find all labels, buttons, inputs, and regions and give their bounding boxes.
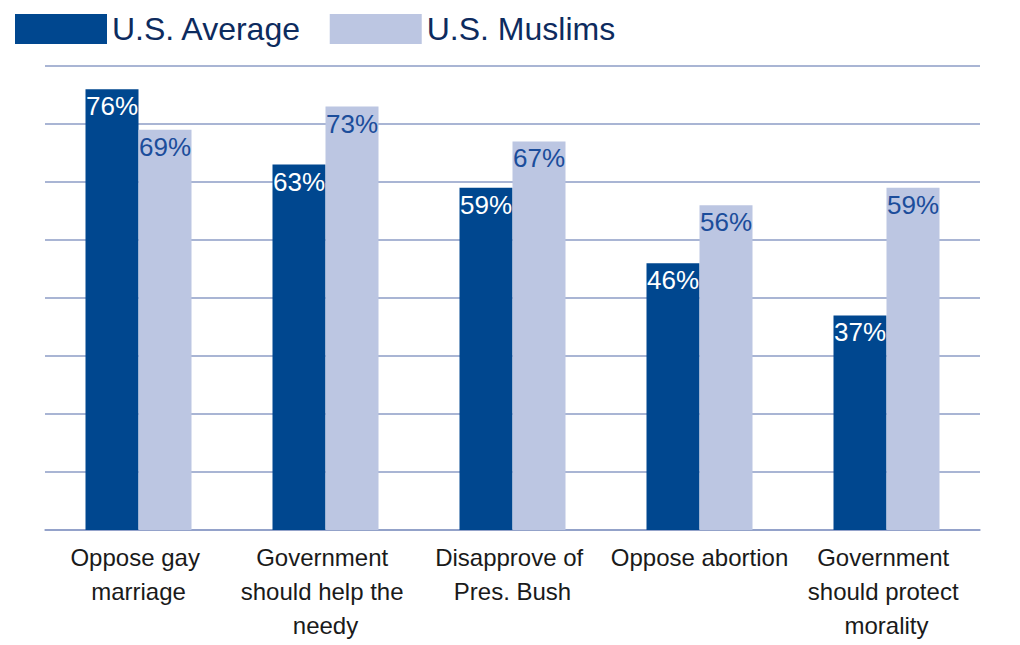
svg-text:Pres. Bush: Pres. Bush	[454, 578, 571, 605]
svg-text:Oppose abortion: Oppose abortion	[611, 544, 788, 571]
svg-text:67%: 67%	[513, 143, 565, 173]
svg-text:59%: 59%	[887, 190, 939, 220]
svg-text:marriage: marriage	[91, 578, 186, 605]
svg-text:should help the: should help the	[241, 578, 410, 605]
svg-text:Government: Government	[817, 544, 956, 571]
svg-text:46%: 46%	[647, 265, 699, 295]
svg-text:76%: 76%	[86, 91, 138, 121]
svg-text:69%: 69%	[139, 132, 191, 162]
svg-text:Government: Government	[256, 544, 395, 571]
svg-text:56%: 56%	[700, 207, 752, 237]
svg-text:59%: 59%	[460, 190, 512, 220]
svg-text:63%: 63%	[273, 167, 325, 197]
svg-text:U.S. Muslims: U.S. Muslims	[427, 11, 615, 47]
svg-text:U.S. Average: U.S. Average	[112, 11, 300, 47]
svg-text:73%: 73%	[326, 109, 378, 139]
svg-text:Disapprove of: Disapprove of	[435, 544, 590, 571]
svg-text:Oppose gay: Oppose gay	[70, 544, 206, 571]
svg-text:should protect: should protect	[808, 578, 965, 605]
svg-text:needy: needy	[293, 612, 358, 639]
svg-text:morality: morality	[844, 612, 928, 639]
svg-text:37%: 37%	[834, 317, 886, 347]
